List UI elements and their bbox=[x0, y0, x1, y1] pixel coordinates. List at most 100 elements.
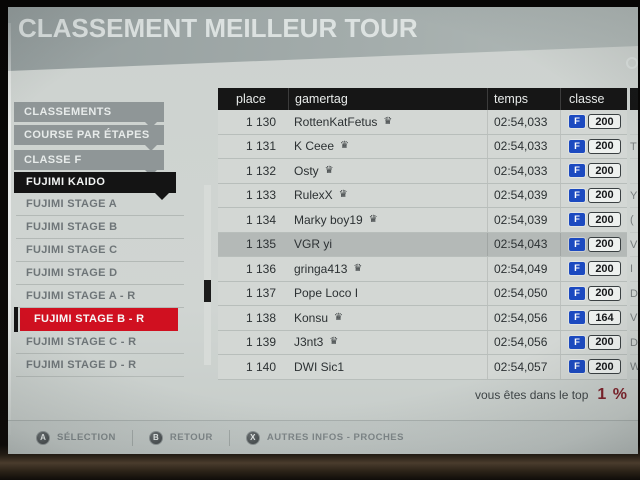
sidebar-tab[interactable]: CLASSE F bbox=[14, 150, 164, 176]
gamertag-value: J3nt3 bbox=[294, 335, 324, 350]
sidebar-tab[interactable]: COURSE PAR ÉTAPES bbox=[14, 125, 164, 151]
cut-off-cell-fragment: D bbox=[630, 282, 638, 306]
sidebar-section-fujimi-kaido[interactable]: FUJIMI KAIDO bbox=[14, 172, 176, 200]
controller-hints-bar: A SÉLECTION B RETOUR X AUTRES INFOS - PR… bbox=[8, 420, 638, 454]
table-row[interactable]: 1 140 DWI Sic1 02:54,057 F 200 bbox=[218, 355, 627, 380]
table-row[interactable]: 1 131 K Ceee ♛ 02:54,033 F 200 bbox=[218, 134, 627, 159]
gamertag-value: Pope Loco I bbox=[294, 286, 359, 301]
table-row[interactable]: 1 133 RulexX ♛ 02:54,039 F 200 bbox=[218, 183, 627, 208]
sidebar-item[interactable]: FUJIMI STAGE C - R bbox=[16, 331, 184, 354]
sidebar-item[interactable]: FUJIMI STAGE A - R bbox=[16, 285, 184, 308]
performance-index-badge: 200 bbox=[588, 359, 621, 375]
place-value: 1 130 bbox=[246, 114, 277, 129]
lap-time-value: 02:54,057 bbox=[494, 359, 548, 374]
sidebar-item-label: FUJIMI STAGE A - R bbox=[26, 290, 136, 302]
lap-time-value: 02:54,039 bbox=[494, 212, 548, 227]
class-letter-badge: F bbox=[569, 237, 585, 251]
gamertag-value: K Ceee bbox=[294, 139, 335, 154]
crown-icon: ♛ bbox=[340, 140, 349, 152]
place-value: 1 131 bbox=[246, 139, 277, 154]
table-row[interactable]: 1 137 Pope Loco I 02:54,050 F 200 bbox=[218, 281, 627, 306]
table-row[interactable]: 1 135 VGR yi 02:54,043 F 200 bbox=[218, 232, 627, 257]
cut-off-column: TY(VIDVDW bbox=[630, 88, 638, 380]
lap-time-value: 02:54,050 bbox=[494, 286, 548, 301]
crown-icon: ♛ bbox=[338, 189, 348, 201]
gamertag-value: VGR yi bbox=[294, 237, 333, 252]
table-row[interactable]: 1 139 J3nt3 ♛ 02:54,056 F 200 bbox=[218, 330, 627, 355]
screen-edge-glow bbox=[8, 23, 11, 435]
lap-time-value: 02:54,043 bbox=[494, 237, 548, 252]
sidebar-tab[interactable]: CLASSEMENTS bbox=[14, 102, 164, 128]
gamertag-value: DWI Sic1 bbox=[294, 359, 345, 374]
sidebar-item[interactable]: FUJIMI STAGE A bbox=[16, 193, 184, 216]
performance-index-badge: 200 bbox=[588, 187, 621, 203]
lap-time-value: 02:54,033 bbox=[494, 114, 548, 129]
cut-off-cell-fragment: Y bbox=[630, 184, 638, 208]
gamertag-value: Osty bbox=[294, 163, 319, 178]
column-header-classe: classe bbox=[560, 88, 627, 110]
sidebar-item[interactable]: FUJIMI STAGE D - R bbox=[16, 354, 184, 377]
class-letter-badge: F bbox=[569, 115, 585, 129]
table-row[interactable]: 1 136 gringa413 ♛ 02:54,049 F 200 bbox=[218, 257, 627, 282]
cut-off-cell-fragment: W bbox=[630, 355, 638, 380]
place-value: 1 140 bbox=[246, 359, 277, 374]
crown-icon: ♛ bbox=[383, 115, 393, 127]
performance-index-badge: 200 bbox=[588, 212, 621, 228]
cut-off-cell-fragment bbox=[630, 110, 638, 135]
place-value: 1 134 bbox=[246, 212, 277, 227]
sidebar-item[interactable]: FUJIMI STAGE B bbox=[16, 216, 184, 239]
performance-index-badge: 164 bbox=[588, 310, 621, 326]
table-row[interactable]: 1 134 Marky boy19 ♛ 02:54,039 F 200 bbox=[218, 208, 627, 233]
performance-index-badge: 200 bbox=[588, 334, 621, 350]
page-title: CLASSEMENT MEILLEUR TOUR bbox=[18, 13, 418, 43]
class-letter-badge: F bbox=[569, 262, 585, 276]
controller-hint[interactable]: X AUTRES INFOS - PROCHES bbox=[245, 430, 404, 445]
performance-index-badge: 200 bbox=[588, 114, 621, 130]
class-letter-badge: F bbox=[569, 213, 585, 227]
controller-hint[interactable]: B RETOUR bbox=[148, 430, 213, 445]
lap-time-value: 02:54,049 bbox=[494, 261, 548, 276]
gamertag-value: RottenKatFetus bbox=[294, 114, 378, 129]
column-header-gamertag: gamertag bbox=[288, 88, 487, 110]
controller-hint[interactable]: A SÉLECTION bbox=[36, 430, 116, 445]
table-header: place gamertag temps classe bbox=[218, 88, 627, 110]
sidebar-item-label: FUJIMI STAGE B bbox=[26, 221, 118, 233]
cut-off-cell-fragment bbox=[630, 159, 638, 184]
table-row[interactable]: 1 138 Konsu ♛ 02:54,056 F 164 bbox=[218, 306, 627, 331]
sidebar-scrollbar-track[interactable] bbox=[204, 185, 211, 365]
sidebar-scrollbar-thumb[interactable] bbox=[204, 280, 211, 302]
crown-icon: ♛ bbox=[368, 213, 378, 225]
place-value: 1 139 bbox=[246, 335, 277, 350]
lap-time-value: 02:54,033 bbox=[494, 139, 548, 154]
sidebar-item[interactable]: FUJIMI STAGE B - R bbox=[14, 307, 178, 332]
place-value: 1 135 bbox=[246, 237, 277, 252]
column-header-temps: temps bbox=[487, 88, 560, 110]
lap-time-value: 02:54,056 bbox=[494, 310, 548, 325]
leaderboard-table: place gamertag temps classe 1 130 Rotten… bbox=[218, 88, 627, 380]
cut-off-cell-fragment: D bbox=[630, 331, 638, 355]
table-row[interactable]: 1 130 RottenKatFetus ♛ 02:54,033 F 200 bbox=[218, 110, 627, 135]
crown-icon: ♛ bbox=[353, 262, 363, 274]
sidebar-item[interactable]: FUJIMI STAGE C bbox=[16, 239, 184, 262]
class-letter-badge: F bbox=[569, 164, 585, 178]
sidebar-item-label: FUJIMI STAGE B - R bbox=[34, 313, 145, 325]
game-screen: CLASSEMENT MEILLEUR TOUR CLASSEMENTS COU… bbox=[8, 7, 638, 454]
controller-button-icon: X bbox=[245, 430, 260, 445]
controller-hint-label: SÉLECTION bbox=[57, 432, 116, 443]
class-letter-badge: F bbox=[569, 311, 585, 325]
crown-icon: ♛ bbox=[329, 336, 339, 348]
sidebar-tab-label: CLASSEMENTS bbox=[24, 106, 112, 118]
class-letter-badge: F bbox=[569, 139, 585, 153]
sidebar-tab-label: CLASSE F bbox=[24, 154, 82, 166]
table-row[interactable]: 1 132 Osty ♛ 02:54,033 F 200 bbox=[218, 159, 627, 184]
cut-off-cell-fragment: V bbox=[630, 233, 638, 257]
rank-banner: vous êtes dans le top 1 % bbox=[475, 386, 628, 404]
cut-off-cell-fragment: V bbox=[630, 306, 638, 331]
class-letter-badge: F bbox=[569, 188, 585, 202]
cut-off-cell-fragment: I bbox=[630, 257, 638, 282]
controller-button-icon: B bbox=[148, 430, 163, 445]
crown-icon: ♛ bbox=[324, 164, 334, 176]
controls-separator bbox=[228, 429, 230, 446]
sidebar-item-label: FUJIMI STAGE C bbox=[26, 244, 118, 256]
sidebar-item[interactable]: FUJIMI STAGE D bbox=[16, 262, 184, 285]
